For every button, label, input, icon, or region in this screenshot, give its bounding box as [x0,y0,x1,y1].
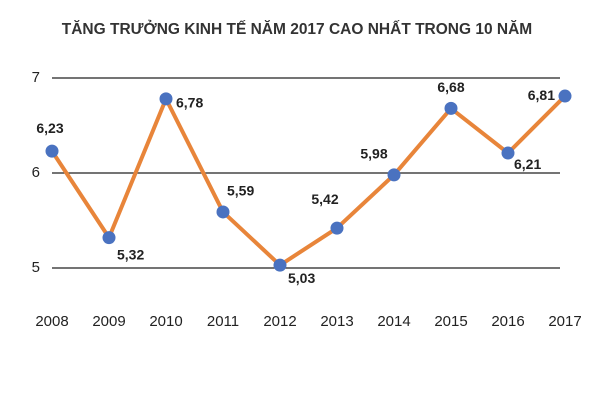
point [444,101,458,115]
x-tick-label: 2010 [149,313,182,330]
x-tick-label: 2016 [491,313,524,330]
point [45,144,59,158]
value-label: 5,32 [117,246,144,262]
x-tick-label: 2017 [548,313,581,330]
x-tick-label: 2009 [92,313,125,330]
value-label: 5,59 [227,183,254,199]
x-tick-label: 2008 [35,313,68,330]
point [330,221,344,235]
value-label: 6,21 [514,156,541,172]
x-tick-label: 2013 [320,313,353,330]
value-label: 5,03 [288,270,315,286]
point [102,231,116,245]
value-label: 5,42 [311,191,338,207]
value-label: 6,78 [176,95,203,111]
point [558,89,572,103]
x-tick-label: 2015 [434,313,467,330]
point [501,146,515,160]
y-tick-label: 7 [32,69,40,86]
chart-title: TĂNG TRƯỞNG KINH TẾ NĂM 2017 CAO NHẤT TR… [62,20,532,38]
x-tick-label: 2011 [207,313,239,330]
point [216,205,230,219]
x-tick-label: 2012 [263,313,296,330]
line [50,94,567,268]
y-tick-label: 6 [32,164,40,181]
value-label: 6,23 [36,120,63,136]
y-tick-label: 5 [32,259,40,276]
x-tick-label: 2014 [377,313,410,330]
point [159,92,173,106]
point [387,168,401,182]
value-label: 5,98 [360,146,387,162]
point [273,258,287,272]
value-label: 6,81 [528,87,555,103]
value-label: 6,68 [437,79,464,95]
